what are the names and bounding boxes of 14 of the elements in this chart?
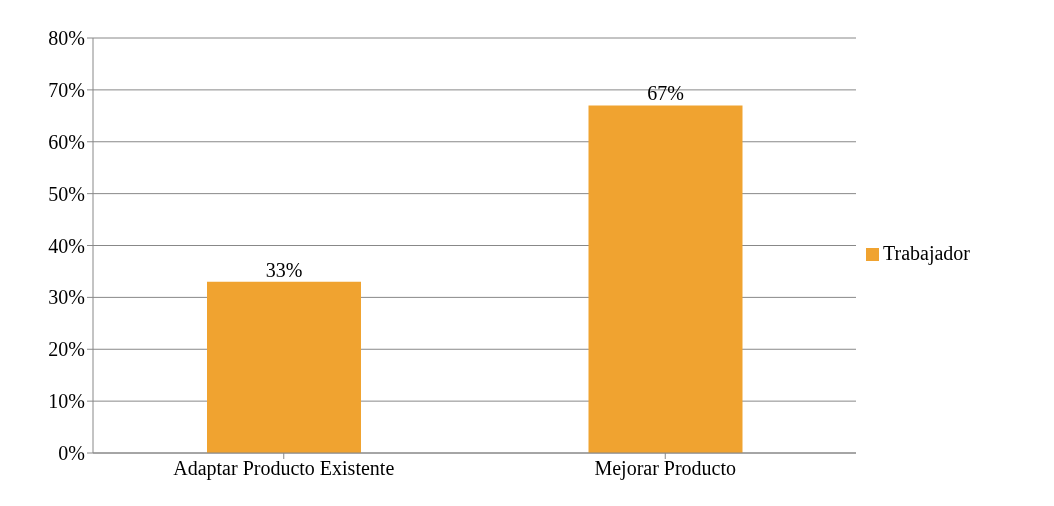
x-tick-label: Adaptar Producto Existente: [173, 457, 395, 481]
y-tick-label: 40%: [48, 234, 85, 257]
y-tick-label: 80%: [48, 27, 85, 50]
y-tick-label: 10%: [48, 390, 85, 413]
y-tick-label: 0%: [58, 442, 85, 465]
data-label: 67%: [647, 82, 684, 105]
legend-label: Trabajador: [883, 241, 971, 264]
y-tick-label: 70%: [48, 78, 85, 101]
y-tick-label: 30%: [48, 286, 85, 309]
y-tick-label: 20%: [48, 338, 85, 361]
x-tick-label: Mejorar Producto: [594, 457, 737, 481]
y-tick-label: 50%: [48, 182, 85, 205]
y-tick-label: 60%: [48, 130, 85, 153]
data-label: 33%: [265, 258, 303, 281]
